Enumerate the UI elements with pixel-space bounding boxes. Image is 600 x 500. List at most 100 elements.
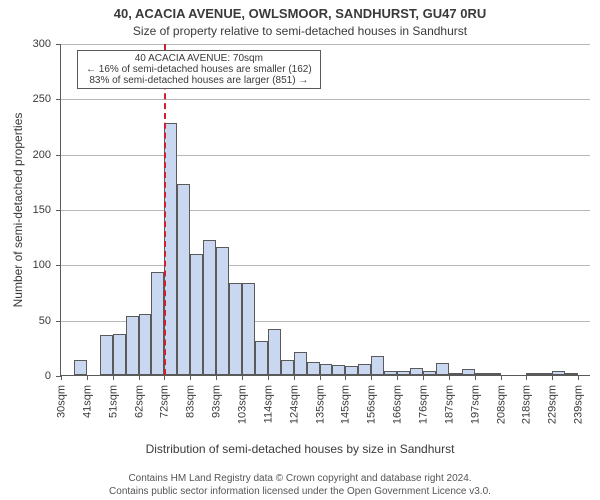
x-tick-label: 187sqm — [443, 385, 455, 424]
histogram-bar — [203, 240, 216, 375]
y-tick — [56, 44, 61, 45]
x-tick-label: 156sqm — [366, 385, 378, 424]
histogram-bar — [565, 373, 578, 375]
histogram-bar — [449, 373, 462, 375]
histogram-bar — [139, 314, 152, 375]
histogram-bar — [371, 356, 384, 375]
footer-note: Contains HM Land Registry data © Crown c… — [0, 473, 600, 498]
histogram-bar — [475, 373, 488, 375]
x-tick-label: 135sqm — [314, 385, 326, 424]
x-tick — [294, 375, 295, 380]
x-tick-label: 218sqm — [521, 385, 533, 424]
y-tick-label: 50 — [39, 315, 51, 327]
x-tick-label: 176sqm — [418, 385, 430, 424]
gridline — [61, 155, 590, 156]
x-tick-label: 239sqm — [573, 385, 585, 424]
gridline — [61, 210, 590, 211]
histogram-bar — [100, 335, 113, 375]
x-tick — [578, 375, 579, 380]
histogram-bar — [255, 341, 268, 375]
y-tick-label: 300 — [33, 38, 51, 50]
y-tick-label: 200 — [33, 149, 51, 161]
chart-subtitle: Size of property relative to semi-detach… — [0, 24, 600, 38]
histogram-bar — [332, 365, 345, 375]
x-tick-label: 229sqm — [547, 385, 559, 424]
histogram-bar — [74, 360, 87, 375]
histogram-bar — [539, 373, 552, 375]
x-tick-label: 83sqm — [185, 385, 197, 418]
x-tick — [190, 375, 191, 380]
histogram-bar — [177, 184, 190, 375]
y-tick — [56, 321, 61, 322]
chart-frame: 40, ACACIA AVENUE, OWLSMOOR, SANDHURST, … — [0, 0, 600, 500]
x-tick — [242, 375, 243, 380]
chart-title: 40, ACACIA AVENUE, OWLSMOOR, SANDHURST, … — [0, 6, 600, 21]
x-tick — [164, 375, 165, 380]
y-tick-label: 150 — [33, 204, 51, 216]
info-box-line3: 83% of semi-detached houses are larger (… — [86, 75, 312, 86]
x-tick — [87, 375, 88, 380]
y-tick — [56, 265, 61, 266]
histogram-bar — [190, 254, 203, 375]
x-tick — [501, 375, 502, 380]
x-tick — [320, 375, 321, 380]
histogram-bar — [281, 360, 294, 375]
x-tick — [371, 375, 372, 380]
histogram-bar — [268, 329, 281, 375]
y-tick — [56, 210, 61, 211]
histogram-bar — [397, 371, 410, 375]
y-tick-label: 250 — [33, 93, 51, 105]
subject-marker-line — [164, 44, 166, 375]
gridline — [61, 265, 590, 266]
x-tick — [475, 375, 476, 380]
y-axis-label: Number of semi-detached properties — [11, 113, 25, 308]
histogram-bar — [216, 247, 229, 375]
plot-area: 05010015020025030030sqm41sqm51sqm62sqm72… — [60, 44, 590, 376]
histogram-bar — [410, 368, 423, 375]
info-box: 40 ACACIA AVENUE: 70sqm ← 16% of semi-de… — [77, 50, 321, 89]
x-tick — [61, 375, 62, 380]
histogram-bar — [488, 373, 501, 375]
histogram-bar — [242, 283, 255, 375]
x-tick-label: 166sqm — [392, 385, 404, 424]
info-box-line2: ← 16% of semi-detached houses are smalle… — [86, 64, 312, 75]
histogram-bar — [294, 352, 307, 375]
x-tick-label: 93sqm — [211, 385, 223, 418]
y-tick-label: 100 — [33, 259, 51, 271]
x-tick — [268, 375, 269, 380]
histogram-bar — [345, 366, 358, 375]
x-tick-label: 208sqm — [495, 385, 507, 424]
x-tick — [397, 375, 398, 380]
histogram-bar — [436, 363, 449, 375]
x-tick — [216, 375, 217, 380]
x-tick-label: 197sqm — [469, 385, 481, 424]
histogram-bar — [384, 371, 397, 375]
x-tick — [552, 375, 553, 380]
histogram-bar — [229, 283, 242, 375]
x-tick-label: 72sqm — [159, 385, 171, 418]
y-tick-label: 0 — [45, 370, 51, 382]
histogram-bar — [552, 371, 565, 375]
x-tick — [113, 375, 114, 380]
histogram-bar — [423, 371, 436, 375]
footer-line1: Contains HM Land Registry data © Crown c… — [0, 473, 600, 486]
x-tick-label: 114sqm — [262, 385, 274, 423]
x-tick-label: 30sqm — [56, 385, 68, 418]
x-tick-label: 62sqm — [133, 385, 145, 418]
y-tick — [56, 155, 61, 156]
gridline — [61, 99, 590, 100]
x-tick-label: 103sqm — [237, 385, 249, 424]
x-tick — [423, 375, 424, 380]
histogram-bar — [320, 364, 333, 375]
x-tick-label: 145sqm — [340, 385, 352, 424]
histogram-bar — [358, 364, 371, 375]
x-tick-label: 51sqm — [107, 385, 119, 418]
footer-line2: Contains public sector information licen… — [0, 486, 600, 499]
histogram-bar — [526, 373, 539, 375]
histogram-bar — [307, 362, 320, 375]
x-tick — [345, 375, 346, 380]
x-tick-label: 124sqm — [288, 385, 300, 424]
histogram-bar — [126, 316, 139, 375]
x-tick — [139, 375, 140, 380]
x-tick — [449, 375, 450, 380]
